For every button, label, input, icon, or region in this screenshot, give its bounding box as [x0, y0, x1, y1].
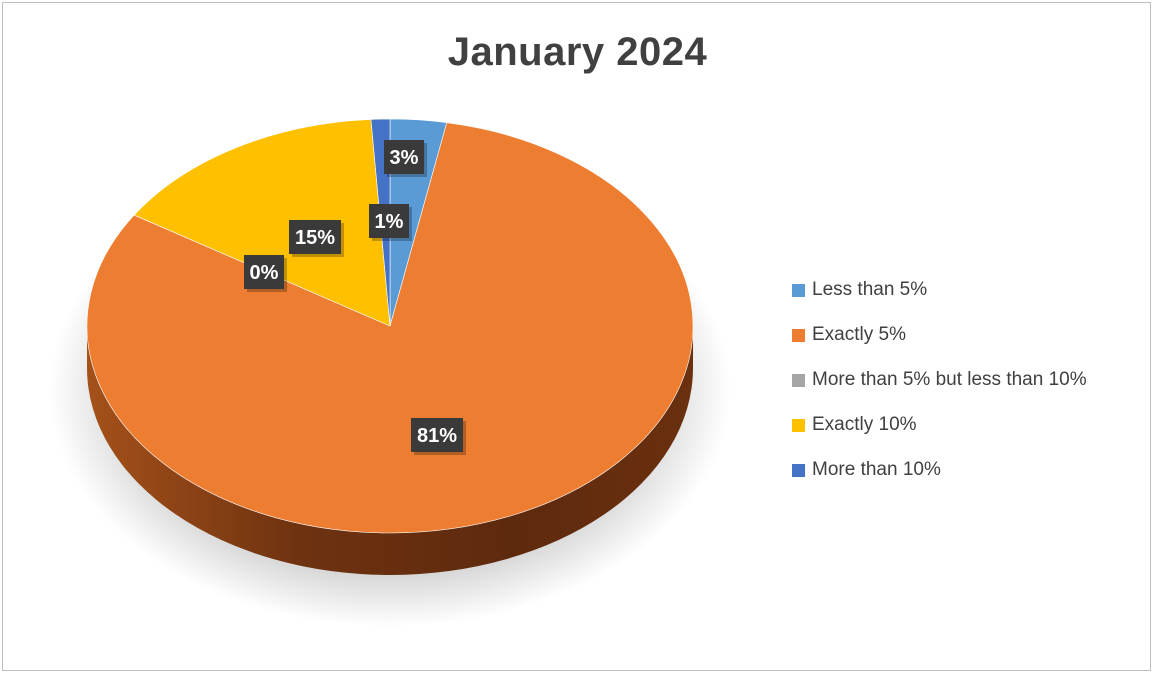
- legend-label: Exactly 5%: [812, 324, 906, 345]
- legend-item-exactly-5: Exactly 5%: [792, 323, 1087, 368]
- legend-label: More than 10%: [812, 459, 941, 480]
- legend-item-exactly-10: Exactly 10%: [792, 413, 1087, 458]
- legend-item-between-5-and-10: More than 5% but less than 10%: [792, 368, 1087, 413]
- data-label-more-than-10: 1%: [369, 204, 412, 241]
- data-label-text: 81%: [417, 425, 457, 447]
- data-label-exactly-5: 81%: [411, 418, 466, 455]
- legend-item-more-than-10: More than 10%: [792, 458, 1087, 503]
- legend-swatch: [792, 374, 805, 387]
- pie-slice-exactly-5: [86, 122, 694, 534]
- data-label-text: 15%: [295, 227, 335, 249]
- legend-swatch: [792, 284, 805, 297]
- legend-swatch: [792, 329, 805, 342]
- data-label-text: 3%: [390, 147, 419, 169]
- chart-title: January 2024: [447, 30, 708, 74]
- legend-label: Exactly 10%: [812, 414, 917, 435]
- pie-slice-exactly-10: [133, 119, 391, 327]
- legend: Less than 5% Exactly 5% More than 5% but…: [792, 278, 1087, 503]
- legend-label: More than 5% but less than 10%: [812, 369, 1087, 390]
- data-label-between-5-and-10: 0%: [244, 255, 287, 292]
- data-label-less-than-5: 3%: [384, 140, 427, 177]
- legend-item-less-than-5: Less than 5%: [792, 278, 1087, 323]
- data-label-text: 0%: [250, 262, 279, 284]
- legend-label: Less than 5%: [812, 279, 928, 300]
- data-label-exactly-10: 15%: [289, 220, 344, 257]
- data-label-text: 1%: [375, 211, 404, 233]
- legend-swatch: [792, 464, 805, 477]
- pie-side-exactly-5: [87, 326, 693, 575]
- legend-swatch: [792, 419, 805, 432]
